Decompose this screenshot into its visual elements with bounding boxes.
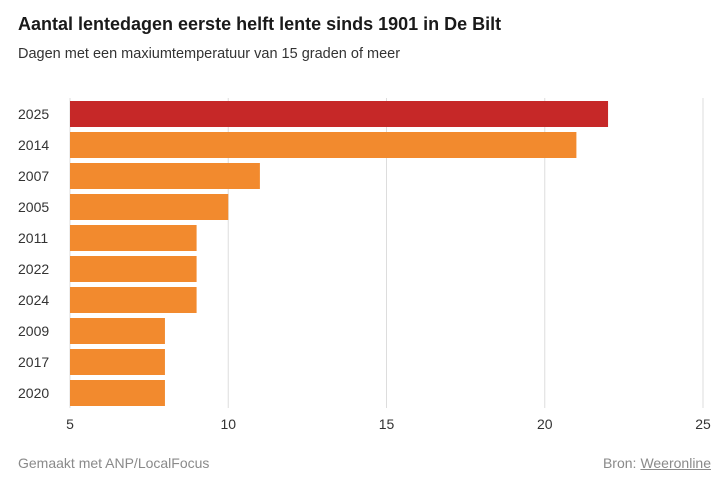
category-labels: 2025 2014 2007 2005 2011 2022 2024 2009 2017 2020 (18, 106, 49, 401)
bar-2005 (70, 194, 229, 220)
x-tick-label: 15 (379, 416, 395, 432)
category-label-2024: 2024 (18, 292, 49, 308)
bar-2011 (70, 225, 197, 251)
category-label-2011: 2011 (18, 230, 48, 246)
footer-source: Bron: Weeronline (603, 455, 711, 471)
category-label-2014: 2014 (18, 137, 49, 153)
x-tick-label: 25 (695, 416, 711, 432)
bar-2007 (70, 163, 260, 189)
bar-2017 (70, 349, 165, 375)
category-label-2025: 2025 (18, 106, 49, 122)
footer-credit: Gemaakt met ANP/LocalFocus (18, 455, 210, 471)
bar-2014 (70, 132, 577, 158)
x-axis-tick-labels: 5 10 15 20 25 (66, 416, 711, 432)
bar-2022 (70, 256, 197, 282)
category-label-2022: 2022 (18, 261, 49, 277)
bar-2009 (70, 318, 165, 344)
x-tick-label: 5 (66, 416, 74, 432)
bar-2020 (70, 380, 165, 406)
category-label-2007: 2007 (18, 168, 49, 184)
x-tick-label: 20 (537, 416, 553, 432)
source-label: Bron: (602, 455, 637, 471)
x-tick-label: 10 (220, 416, 236, 432)
category-label-2017: 2017 (18, 354, 49, 370)
chart-title: Aantal lentedagen eerste helft lente sin… (18, 14, 502, 34)
category-label-2009: 2009 (18, 323, 49, 339)
bars (70, 101, 609, 406)
category-label-2005: 2005 (18, 199, 49, 215)
source-link[interactable]: Weeronline (640, 455, 711, 471)
bar-2025 (70, 101, 609, 127)
chart-subtitle: Dagen met een maxiumtemperatuur van 15 g… (18, 46, 401, 62)
bar-chart: 2025201420072005201120222024200920172020… (18, 98, 711, 432)
category-label-2020: 2020 (18, 385, 49, 401)
bar-2024 (70, 287, 197, 313)
